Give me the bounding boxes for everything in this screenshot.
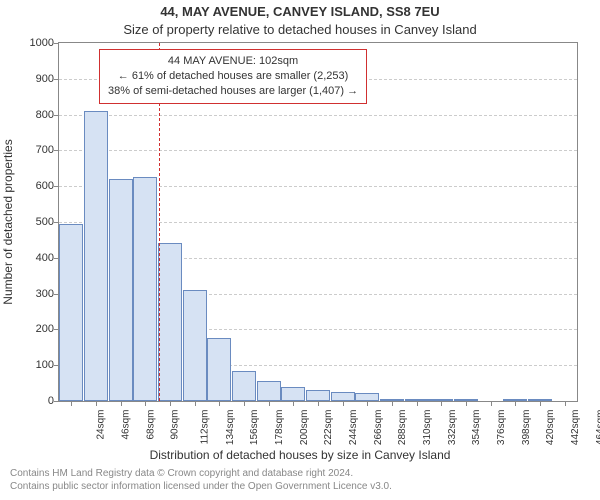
histogram-bar xyxy=(84,111,108,401)
footer-line2: Contains public sector information licen… xyxy=(10,481,590,494)
x-tick-label: 266sqm xyxy=(373,410,384,446)
x-tick-mark xyxy=(565,402,566,406)
x-tick-mark xyxy=(491,402,492,406)
y-tick-label: 900 xyxy=(14,73,54,85)
x-tick-mark xyxy=(195,402,196,406)
plot-area: 44 MAY AVENUE: 102sqm ← 61% of detached … xyxy=(58,42,578,402)
x-tick-mark xyxy=(417,402,418,406)
x-tick-label: 156sqm xyxy=(249,410,260,446)
x-tick-mark xyxy=(170,402,171,406)
x-tick-label: 68sqm xyxy=(145,410,156,440)
x-tick-mark xyxy=(293,402,294,406)
y-tick-label: 0 xyxy=(14,395,54,407)
histogram-bar xyxy=(109,179,133,401)
y-tick-label: 1000 xyxy=(14,37,54,49)
histogram-bar xyxy=(306,390,330,401)
y-tick-label: 800 xyxy=(14,109,54,121)
y-tick-label: 200 xyxy=(14,323,54,335)
x-tick-mark xyxy=(96,402,97,406)
histogram-bar xyxy=(158,243,182,401)
x-tick-mark xyxy=(318,402,319,406)
x-axis-label: Distribution of detached houses by size … xyxy=(0,448,600,462)
x-tick-mark xyxy=(121,402,122,406)
histogram-bar xyxy=(380,399,404,401)
x-tick-label: 178sqm xyxy=(274,410,285,446)
y-tick-label: 300 xyxy=(14,288,54,300)
x-tick-label: 112sqm xyxy=(199,410,210,445)
histogram-bar xyxy=(207,338,231,401)
x-tick-label: 46sqm xyxy=(121,410,132,440)
x-tick-mark xyxy=(392,402,393,406)
x-tick-mark xyxy=(343,402,344,406)
histogram-bar xyxy=(133,177,157,401)
x-tick-mark xyxy=(466,402,467,406)
annotation-line3: 38% of semi-detached houses are larger (… xyxy=(108,84,358,99)
x-tick-label: 134sqm xyxy=(225,410,236,446)
y-axis-label: Number of detached properties xyxy=(1,139,15,304)
y-tick-label: 400 xyxy=(14,252,54,264)
footer-line1: Contains HM Land Registry data © Crown c… xyxy=(10,468,590,481)
histogram-bar xyxy=(528,399,552,401)
x-tick-label: 288sqm xyxy=(397,410,408,446)
x-tick-mark xyxy=(244,402,245,406)
histogram-bar xyxy=(59,224,83,401)
x-tick-label: 376sqm xyxy=(496,410,507,446)
histogram-bar xyxy=(405,399,429,401)
x-tick-label: 420sqm xyxy=(545,410,556,446)
chart-title-line2: Size of property relative to detached ho… xyxy=(0,22,600,37)
x-tick-label: 244sqm xyxy=(348,410,359,446)
chart-container: 44, MAY AVENUE, CANVEY ISLAND, SS8 7EU S… xyxy=(0,0,600,500)
x-tick-mark xyxy=(367,402,368,406)
x-tick-mark xyxy=(515,402,516,406)
x-tick-mark xyxy=(441,402,442,406)
x-tick-label: 200sqm xyxy=(299,410,310,446)
x-tick-label: 442sqm xyxy=(570,410,581,446)
x-tick-label: 398sqm xyxy=(521,410,532,446)
histogram-bar xyxy=(503,399,527,401)
histogram-bar xyxy=(355,393,379,401)
annotation-box: 44 MAY AVENUE: 102sqm ← 61% of detached … xyxy=(99,49,367,104)
x-tick-mark xyxy=(219,402,220,406)
chart-title-line1: 44, MAY AVENUE, CANVEY ISLAND, SS8 7EU xyxy=(0,4,600,19)
x-tick-label: 464sqm xyxy=(595,410,600,446)
y-tick-label: 600 xyxy=(14,180,54,192)
x-tick-label: 222sqm xyxy=(323,410,334,446)
x-tick-label: 310sqm xyxy=(422,410,433,446)
histogram-bar xyxy=(257,381,281,401)
x-tick-mark xyxy=(145,402,146,406)
x-tick-mark xyxy=(71,402,72,406)
histogram-bar xyxy=(454,399,478,401)
y-tick-label: 700 xyxy=(14,144,54,156)
y-tick-label: 500 xyxy=(14,216,54,228)
x-tick-label: 24sqm xyxy=(96,410,107,440)
x-tick-label: 354sqm xyxy=(471,410,482,446)
x-tick-mark xyxy=(540,402,541,406)
histogram-bar xyxy=(183,290,207,401)
histogram-bar xyxy=(331,392,355,401)
histogram-bar xyxy=(281,387,305,401)
annotation-line1: 44 MAY AVENUE: 102sqm xyxy=(108,54,358,69)
x-tick-mark xyxy=(269,402,270,406)
x-tick-label: 332sqm xyxy=(447,410,458,446)
histogram-bar xyxy=(429,399,453,401)
y-tick-label: 100 xyxy=(14,359,54,371)
histogram-bar xyxy=(232,371,256,401)
x-tick-label: 90sqm xyxy=(170,410,181,440)
annotation-line2: ← 61% of detached houses are smaller (2,… xyxy=(108,69,358,84)
